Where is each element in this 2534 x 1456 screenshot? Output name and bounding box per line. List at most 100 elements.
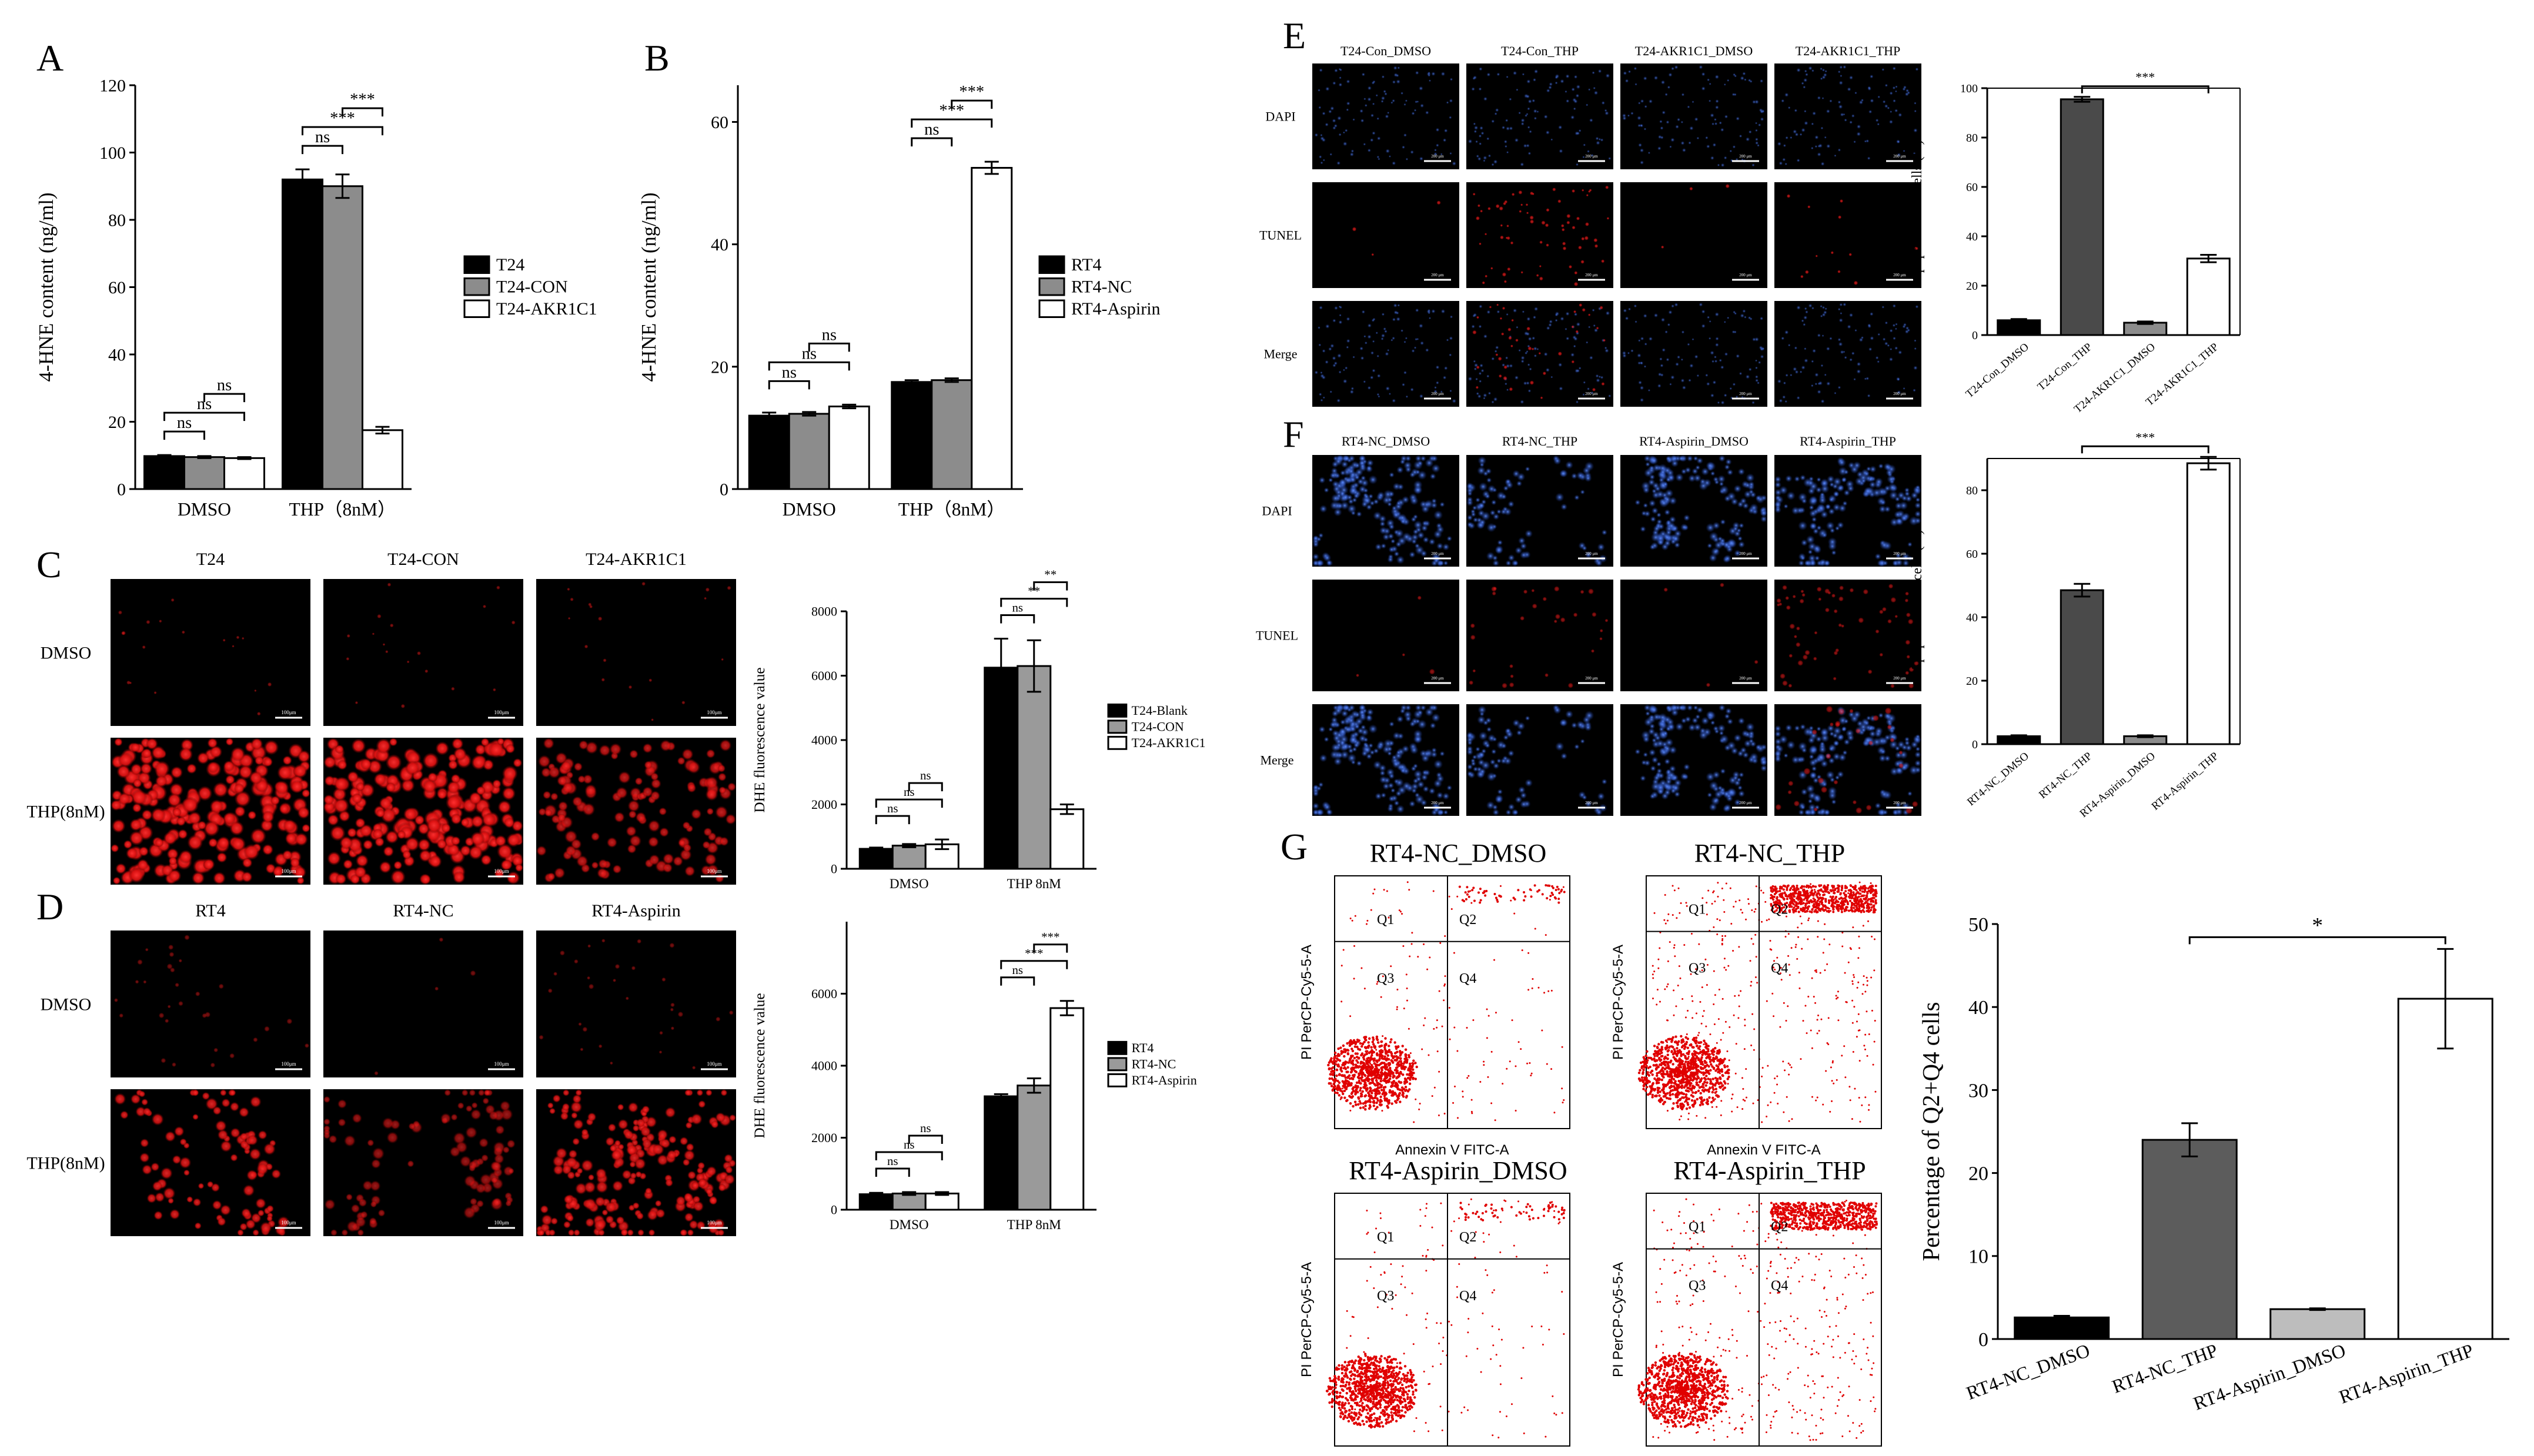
flow-event	[1398, 1094, 1400, 1097]
cell	[715, 873, 724, 883]
cell	[1489, 306, 1492, 309]
cell	[1740, 313, 1745, 318]
cell	[560, 761, 571, 772]
cell	[1877, 95, 1881, 99]
cell	[1415, 337, 1418, 341]
cell	[1736, 354, 1740, 359]
cell	[566, 1214, 574, 1222]
cell	[629, 749, 638, 759]
cell	[1386, 497, 1393, 503]
cell	[1803, 767, 1811, 775]
flow-event	[1370, 1092, 1373, 1094]
cell	[1897, 390, 1901, 394]
scale-bar-label: 200 μm	[1585, 801, 1598, 805]
cell	[1586, 387, 1590, 391]
cell	[1582, 189, 1584, 192]
cell	[209, 799, 224, 814]
cell	[470, 815, 484, 828]
cell	[1832, 732, 1838, 739]
flow-event	[1380, 1040, 1383, 1043]
cell	[1604, 348, 1609, 353]
cell	[1843, 718, 1849, 724]
cell	[1801, 365, 1806, 370]
cell	[181, 630, 185, 634]
cell	[1710, 720, 1716, 725]
cell	[1504, 382, 1507, 386]
cell	[640, 1126, 651, 1137]
bar	[1017, 1085, 1052, 1211]
cell	[1587, 88, 1591, 91]
cell	[1518, 190, 1523, 195]
cell	[587, 944, 591, 948]
cell	[1360, 475, 1366, 481]
cell	[1415, 71, 1419, 75]
cell	[1546, 208, 1550, 212]
cell	[1599, 628, 1603, 633]
cell	[725, 814, 736, 825]
cell	[489, 1110, 499, 1121]
cell	[647, 1209, 658, 1221]
cell	[1320, 133, 1323, 137]
cell	[1479, 304, 1483, 309]
flow-event	[1350, 1062, 1353, 1065]
cell	[1863, 720, 1870, 727]
micrograph-tile	[1620, 301, 1767, 407]
cell	[1874, 802, 1881, 809]
cell	[1807, 479, 1815, 487]
cell	[1818, 496, 1827, 505]
cell	[1823, 73, 1827, 77]
cell	[257, 1209, 265, 1217]
cell	[275, 1224, 286, 1236]
cell	[327, 814, 339, 826]
cell	[1529, 219, 1535, 224]
y-tick-label: 20	[1966, 675, 1978, 688]
cell	[1860, 336, 1864, 340]
cell	[1664, 758, 1671, 765]
cell	[1363, 742, 1370, 749]
cell	[1820, 77, 1823, 81]
cell	[1776, 598, 1782, 604]
cell	[1497, 540, 1503, 545]
flow-event	[1332, 1086, 1336, 1090]
cell	[1706, 144, 1710, 149]
flow-event	[1351, 1095, 1355, 1098]
cell	[1409, 551, 1416, 558]
flow-event	[1342, 1081, 1345, 1085]
flow-event	[1382, 1090, 1386, 1094]
cell	[1340, 709, 1349, 718]
cell	[225, 738, 234, 746]
legend-swatch	[1038, 255, 1065, 274]
cell	[1913, 128, 1918, 133]
cell	[346, 1220, 359, 1233]
cell	[1841, 477, 1847, 483]
cell	[708, 761, 722, 775]
cell	[262, 810, 275, 824]
cell	[1837, 771, 1844, 778]
cell	[1505, 478, 1511, 484]
cell	[541, 1214, 553, 1226]
cell	[1376, 136, 1381, 140]
cell	[1480, 511, 1491, 521]
cell	[1799, 133, 1803, 136]
cell	[1568, 265, 1573, 269]
scale-bar-label: 200 μm	[1739, 676, 1752, 681]
cell	[434, 986, 439, 991]
cell	[598, 859, 609, 869]
cell	[243, 844, 260, 861]
cell	[705, 776, 718, 789]
cell	[670, 1026, 675, 1030]
cell	[1651, 507, 1659, 514]
cell	[1785, 136, 1788, 140]
cell	[1799, 370, 1803, 374]
cell	[347, 771, 359, 784]
cell	[1385, 352, 1389, 356]
flow-event	[1359, 1082, 1362, 1085]
cell	[155, 838, 164, 848]
cell	[1389, 472, 1395, 478]
cell	[1526, 332, 1530, 336]
cell	[372, 1147, 385, 1160]
cell	[1680, 378, 1685, 383]
cell	[1485, 468, 1492, 475]
cell	[1864, 377, 1867, 380]
